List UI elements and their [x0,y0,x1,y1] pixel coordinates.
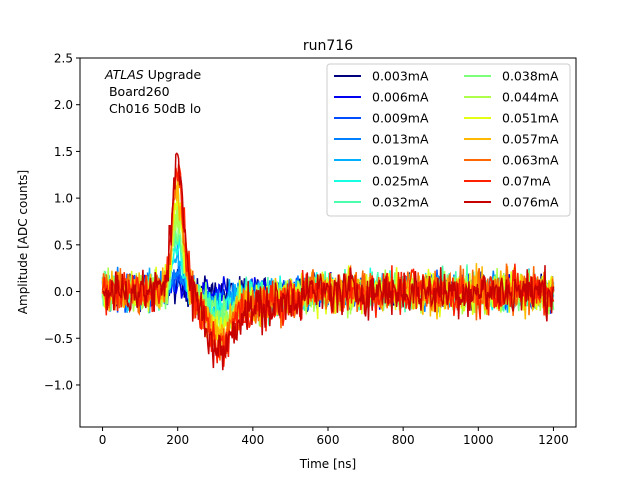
y-tick-label: 0.0 [54,285,73,299]
legend-label: 0.063mA [502,153,559,168]
legend-label: 0.009mA [372,111,429,126]
x-tick-label: 600 [317,433,340,447]
y-tick-label: 1.5 [54,145,73,159]
legend: 0.003mA 0.006mA 0.009mA 0.013mA 0.019mA 0.025… [326,63,571,217]
annotation-block: ATLAS Upgrade Board260 Ch016 50dB lo [104,67,201,116]
legend-entry: 0.009mA [334,111,429,126]
legend-entry: 0.025mA [334,174,429,189]
annotation-upgrade: Upgrade [144,67,202,82]
x-tick-label: 800 [392,433,415,447]
legend-label: 0.076mA [502,195,559,210]
annotation-atlas: ATLAS [104,67,144,82]
legend-entry: 0.044mA [464,90,559,105]
legend-label: 0.003mA [372,69,429,84]
legend-entry: 0.057mA [464,132,559,147]
legend-label: 0.044mA [502,90,559,105]
y-tick-label: 2.5 [54,52,73,66]
svg-text:ATLAS Upgrade: ATLAS Upgrade [104,67,201,82]
legend-entry: 0.038mA [464,69,559,84]
legend-entry: 0.051mA [464,111,559,126]
x-tick-label: 400 [241,433,264,447]
series-line-0.076mA [102,152,555,371]
legend-entry: 0.006mA [334,90,429,105]
legend-entry: 0.019mA [334,153,429,168]
legend-label: 0.07mA [502,174,551,189]
x-tick-label: 1200 [538,433,569,447]
x-tick-label: 200 [166,433,189,447]
legend-entry: 0.003mA [334,69,429,84]
legend-label: 0.019mA [372,153,429,168]
legend-entry: 0.07mA [464,174,551,189]
legend-label: 0.013mA [372,132,429,147]
y-tick-label: 2.0 [54,98,73,112]
y-axis-label: Amplitude [ADC counts] [16,170,30,314]
plot-area [101,152,555,371]
x-tick-label: 1000 [463,433,494,447]
annotation-channel: Ch016 50dB lo [105,101,201,116]
y-axis-ticks: −1.0 −0.5 0.0 0.5 1.0 1.5 2.0 2.5 [44,52,80,392]
legend-entry: 0.013mA [334,132,429,147]
y-tick-label: −1.0 [44,378,73,392]
x-axis-ticks: 0 200 400 600 800 1000 1200 [99,427,569,447]
legend-label: 0.057mA [502,132,559,147]
y-tick-label: 1.0 [54,192,73,206]
legend-box [326,63,571,217]
legend-label: 0.051mA [502,111,559,126]
x-tick-label: 0 [99,433,107,447]
legend-label: 0.006mA [372,90,429,105]
annotation-board: Board260 [105,84,170,99]
legend-entry: 0.076mA [464,195,559,210]
legend-entry: 0.063mA [464,153,559,168]
legend-entry: 0.032mA [334,195,429,210]
chart-title: run716 [303,38,353,54]
legend-label: 0.032mA [372,195,429,210]
y-tick-label: −0.5 [44,332,73,346]
legend-label: 0.025mA [372,174,429,189]
x-axis-label: Time [ns] [299,457,356,471]
legend-label: 0.038mA [502,69,559,84]
y-tick-label: 0.5 [54,238,73,252]
